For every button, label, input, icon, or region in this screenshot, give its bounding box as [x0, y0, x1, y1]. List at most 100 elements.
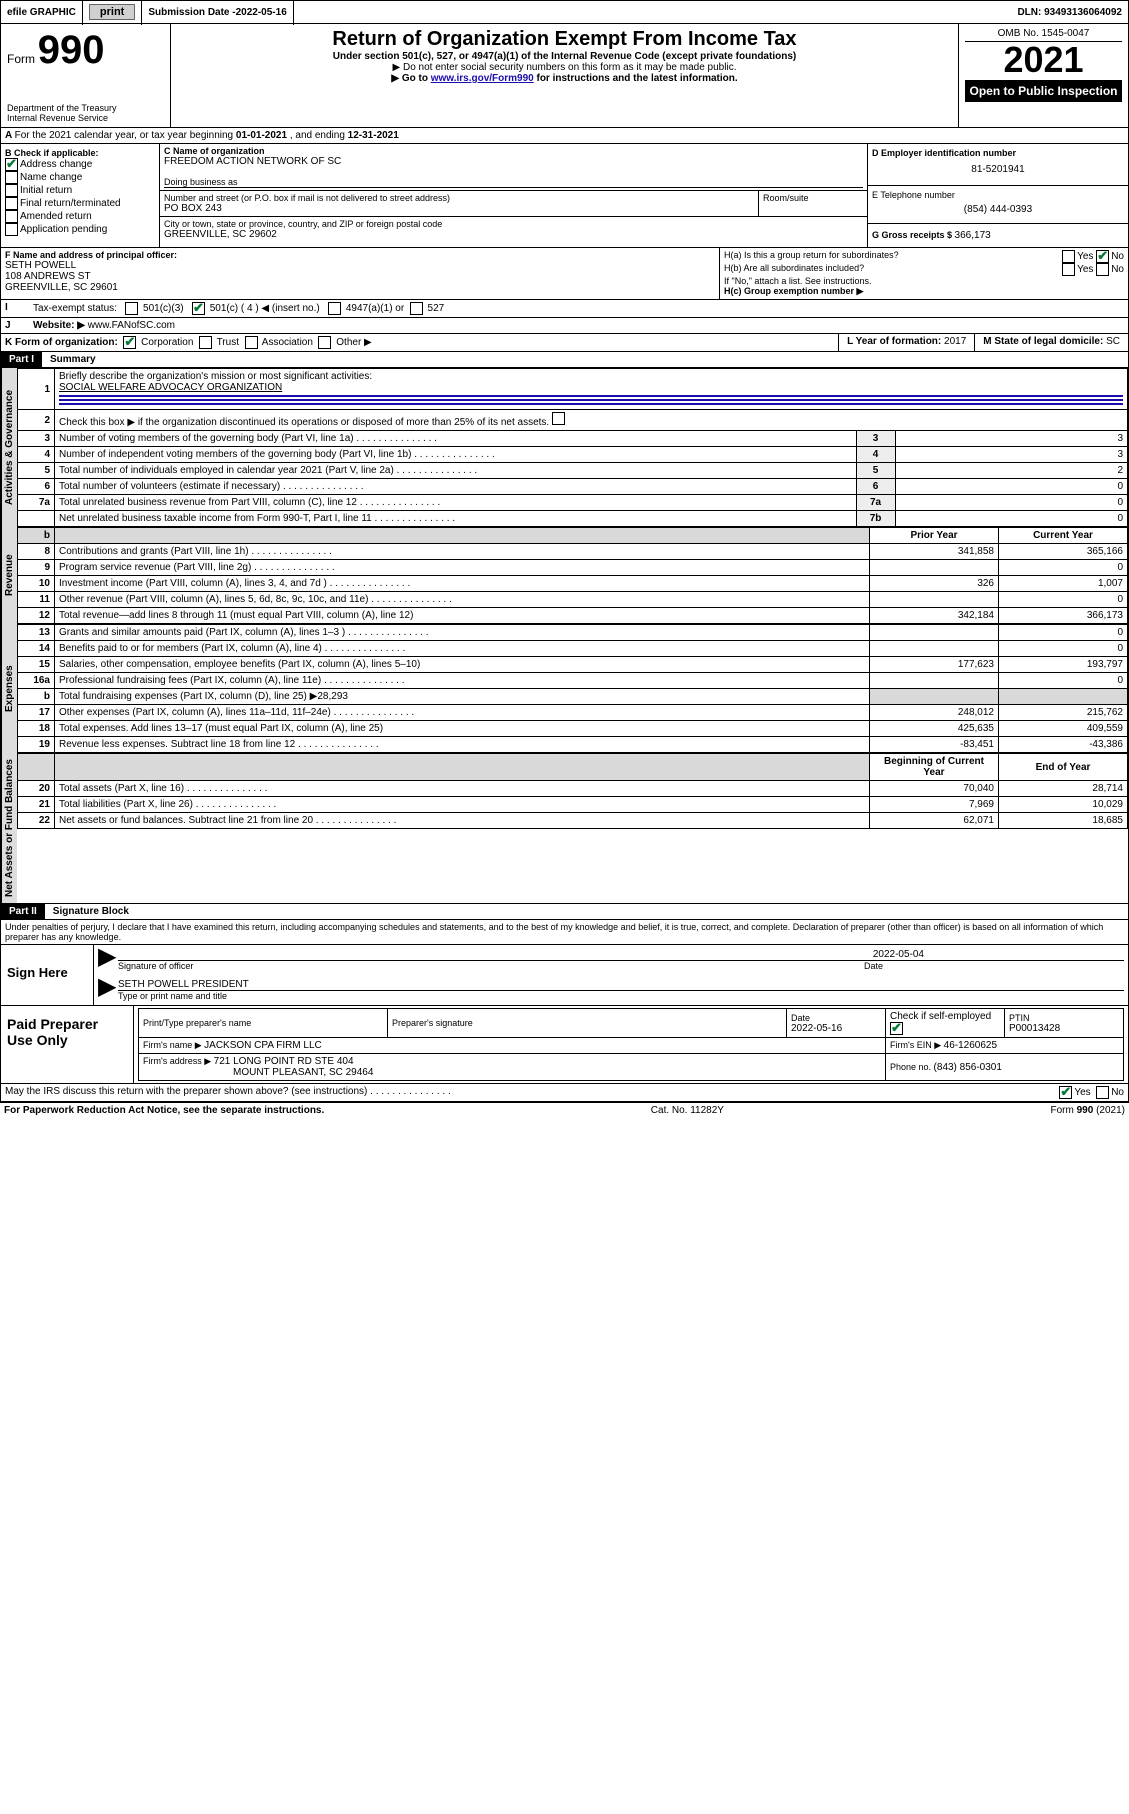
pra-notice: For Paperwork Reduction Act Notice, see …: [4, 1105, 324, 1116]
v5: 2: [895, 463, 1127, 479]
v4: 3: [895, 447, 1127, 463]
p17: 248,012: [870, 705, 999, 721]
side-revenue: Revenue: [1, 527, 17, 624]
form-word: Form: [7, 52, 35, 66]
dept-treasury: Department of the Treasury: [7, 103, 164, 113]
p12: 342,184: [870, 608, 999, 624]
cat-no: Cat. No. 11282Y: [651, 1105, 724, 1116]
c19: -43,386: [999, 737, 1128, 753]
box-f-label: F Name and address of principal officer:: [5, 250, 715, 260]
p9: [870, 560, 999, 576]
checkbox-app-pending[interactable]: [5, 223, 18, 236]
year-formation: 2017: [944, 336, 966, 347]
jurat-text: Under penalties of perjury, I declare th…: [0, 920, 1129, 945]
checkbox-initial-return[interactable]: [5, 184, 18, 197]
prep-date: 2022-05-16: [791, 1023, 881, 1034]
checkbox-final-return[interactable]: [5, 197, 18, 210]
firm-addr1: 721 LONG POINT RD STE 404: [214, 1056, 354, 1067]
line-i: I Tax-exempt status: 501(c)(3) 501(c) ( …: [0, 300, 1129, 318]
c13: 0: [999, 625, 1128, 641]
ha-yes[interactable]: [1062, 250, 1075, 263]
ha-no[interactable]: [1096, 250, 1109, 263]
form-title: Return of Organization Exempt From Incom…: [177, 28, 952, 51]
hb-label: H(b) Are all subordinates included?: [724, 263, 1062, 276]
p20: 70,040: [870, 781, 999, 797]
chk-self-employed[interactable]: [890, 1022, 903, 1035]
street-address: PO BOX 243: [164, 203, 754, 214]
firm-name: JACKSON CPA FIRM LLC: [204, 1040, 322, 1051]
chk-501c3[interactable]: [125, 302, 138, 315]
firm-ein: 46-1260625: [944, 1040, 997, 1051]
sig-date-label: Date: [864, 961, 1124, 971]
box-e-label: E Telephone number: [872, 190, 1124, 200]
hb-no[interactable]: [1096, 263, 1109, 276]
chk-assoc[interactable]: [245, 336, 258, 349]
form-subtitle: Under section 501(c), 527, or 4947(a)(1)…: [177, 51, 952, 62]
print-cell: print: [83, 0, 142, 25]
chk-4947[interactable]: [328, 302, 341, 315]
form-number: 990: [38, 28, 105, 72]
p16a: [870, 673, 999, 689]
city-label: City or town, state or province, country…: [164, 219, 863, 229]
chk-other[interactable]: [318, 336, 331, 349]
type-name-label: Type or print name and title: [118, 991, 1124, 1001]
officer-addr2: GREENVILLE, SC 29601: [5, 282, 715, 293]
sig-date: 2022-05-04: [118, 949, 1124, 960]
chk-corp[interactable]: [123, 336, 136, 349]
c17: 215,762: [999, 705, 1128, 721]
officer-block: F Name and address of principal officer:…: [0, 248, 1129, 300]
irs-link[interactable]: www.irs.gov/Form990: [431, 73, 534, 84]
hb-note: If "No," attach a list. See instructions…: [724, 276, 1124, 286]
chk-527[interactable]: [410, 302, 423, 315]
p8: 341,858: [870, 544, 999, 560]
c15: 193,797: [999, 657, 1128, 673]
side-activities: Activities & Governance: [1, 368, 17, 527]
p22: 62,071: [870, 813, 999, 829]
sign-here-block: Sign Here ▶ 2022-05-04 Signature of offi…: [0, 945, 1129, 1006]
c14: 0: [999, 641, 1128, 657]
instructions-link-row: ▶ Go to www.irs.gov/Form990 for instruct…: [177, 73, 952, 84]
firm-addr2: MOUNT PLEASANT, SC 29464: [233, 1067, 373, 1078]
ptin: P00013428: [1009, 1023, 1119, 1034]
p13: [870, 625, 999, 641]
addr-label: Number and street (or P.O. box if mail i…: [164, 193, 754, 203]
chk-trust[interactable]: [199, 336, 212, 349]
paid-preparer-label: Paid Preparer Use Only: [1, 1006, 134, 1083]
checkbox-address-change[interactable]: [5, 158, 18, 171]
p21: 7,969: [870, 797, 999, 813]
ssn-warning: Do not enter social security numbers on …: [177, 62, 952, 73]
fundraising-exp: 28,293: [317, 691, 348, 702]
c12: 366,173: [999, 608, 1128, 624]
entity-block: B Check if applicable: Address change Na…: [0, 144, 1129, 248]
room-label: Room/suite: [763, 193, 863, 203]
tax-year: 2021: [965, 42, 1122, 78]
city-state-zip: GREENVILLE, SC 29602: [164, 229, 863, 240]
line-a: A For the 2021 calendar year, or tax yea…: [0, 128, 1129, 144]
top-bar: efile GRAPHIC print Submission Date - 20…: [0, 0, 1129, 24]
org-name: FREEDOM ACTION NETWORK OF SC: [164, 156, 863, 167]
officer-name: SETH POWELL: [5, 260, 715, 271]
c21: 10,029: [999, 797, 1128, 813]
discuss-yes[interactable]: [1059, 1086, 1072, 1099]
v7a: 0: [895, 495, 1127, 511]
gross-receipts: 366,173: [955, 230, 991, 241]
hb-yes[interactable]: [1062, 263, 1075, 276]
submission-date: Submission Date - 2022-05-16: [142, 0, 293, 25]
sig-officer-label: Signature of officer: [118, 961, 864, 971]
c20: 28,714: [999, 781, 1128, 797]
dln: DLN: 93493136064092: [1011, 5, 1128, 20]
paid-preparer-block: Paid Preparer Use Only Print/Type prepar…: [0, 1006, 1129, 1084]
c10: 1,007: [999, 576, 1128, 592]
hc-label: H(c) Group exemption number ▶: [724, 286, 1124, 297]
discuss-no[interactable]: [1096, 1086, 1109, 1099]
chk-501c[interactable]: [192, 302, 205, 315]
print-button[interactable]: print: [89, 4, 135, 20]
v3: 3: [895, 431, 1127, 447]
checkbox-amended[interactable]: [5, 210, 18, 223]
checkbox-name-change[interactable]: [5, 171, 18, 184]
officer-name-title: SETH POWELL PRESIDENT: [118, 979, 1124, 990]
c22: 18,685: [999, 813, 1128, 829]
p11: [870, 592, 999, 608]
line-klm: K Form of organization: Corporation Trus…: [0, 334, 1129, 352]
chk-discontinued[interactable]: [552, 412, 565, 425]
